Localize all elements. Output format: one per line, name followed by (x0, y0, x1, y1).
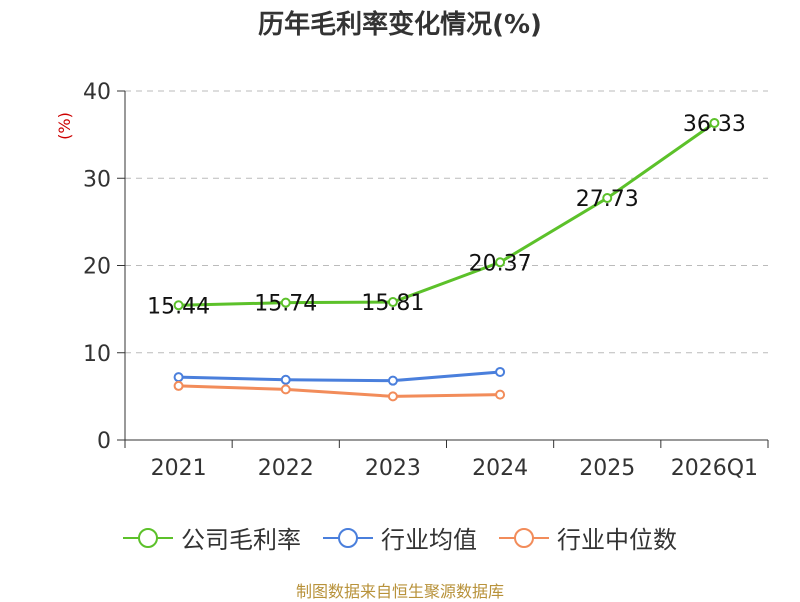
legend-item[interactable]: 公司毛利率 (123, 520, 301, 555)
x-tick-label: 2022 (258, 456, 314, 481)
data-point (602, 193, 613, 204)
legend-marker-icon (323, 527, 373, 548)
legend: 公司毛利率 行业均值 行业中位数 (0, 520, 800, 555)
data-label: 20.37 (469, 251, 532, 276)
series-line (178, 370, 501, 383)
legend-label: 公司毛利率 (181, 526, 301, 554)
data-point (280, 384, 291, 395)
y-tick-label: 30 (83, 167, 111, 192)
data-point (387, 391, 398, 402)
source-note: 制图数据来自恒生聚源数据库 (295, 582, 504, 601)
data-point (495, 257, 506, 268)
legend-marker-icon (499, 527, 549, 548)
x-tick-label: 2024 (472, 456, 528, 481)
data-label: 15.81 (361, 291, 424, 316)
grid-lines (125, 90, 768, 354)
data-label: 36.33 (683, 112, 746, 137)
data-point (173, 380, 184, 391)
data-label: 15.44 (147, 294, 210, 319)
y-tick-label: 40 (83, 80, 111, 105)
legend-item[interactable]: 行业中位数 (499, 520, 677, 555)
data-point (173, 372, 184, 383)
x-tick-label: 2021 (151, 456, 207, 481)
data-labels: 15.44 15.74 15.81 20.37 27.73 36.33 (147, 112, 746, 319)
data-point (495, 366, 506, 377)
data-point (280, 374, 291, 385)
x-tick-label: 2023 (365, 456, 421, 481)
series-line (178, 384, 501, 398)
y-tick-label: 20 (83, 255, 111, 280)
data-label: 15.74 (254, 292, 317, 317)
data-point (709, 118, 720, 129)
axes: 0 10 20 30 40 2021 2022 2023 2024 2025 2026Q1 (83, 80, 769, 481)
legend-item[interactable]: 行业均值 (323, 520, 477, 555)
data-label: 27.73 (576, 187, 639, 212)
legend-marker-icon (123, 527, 173, 548)
y-tick-label: 10 (83, 342, 111, 367)
legend-label: 行业均值 (381, 526, 477, 554)
x-tick-label: 2026Q1 (671, 456, 758, 481)
data-point (280, 297, 291, 308)
data-point (387, 297, 398, 308)
data-point (173, 300, 184, 311)
y-axis-label: (%) (55, 112, 74, 140)
data-point (387, 375, 398, 386)
series-line (178, 121, 716, 307)
x-tick-label: 2025 (579, 456, 635, 481)
data-point (495, 389, 506, 400)
y-tick-label: 0 (97, 429, 111, 454)
series-lines (173, 118, 720, 402)
legend-label: 行业中位数 (557, 526, 677, 554)
chart-title: 历年毛利率变化情况(%) (258, 10, 542, 40)
